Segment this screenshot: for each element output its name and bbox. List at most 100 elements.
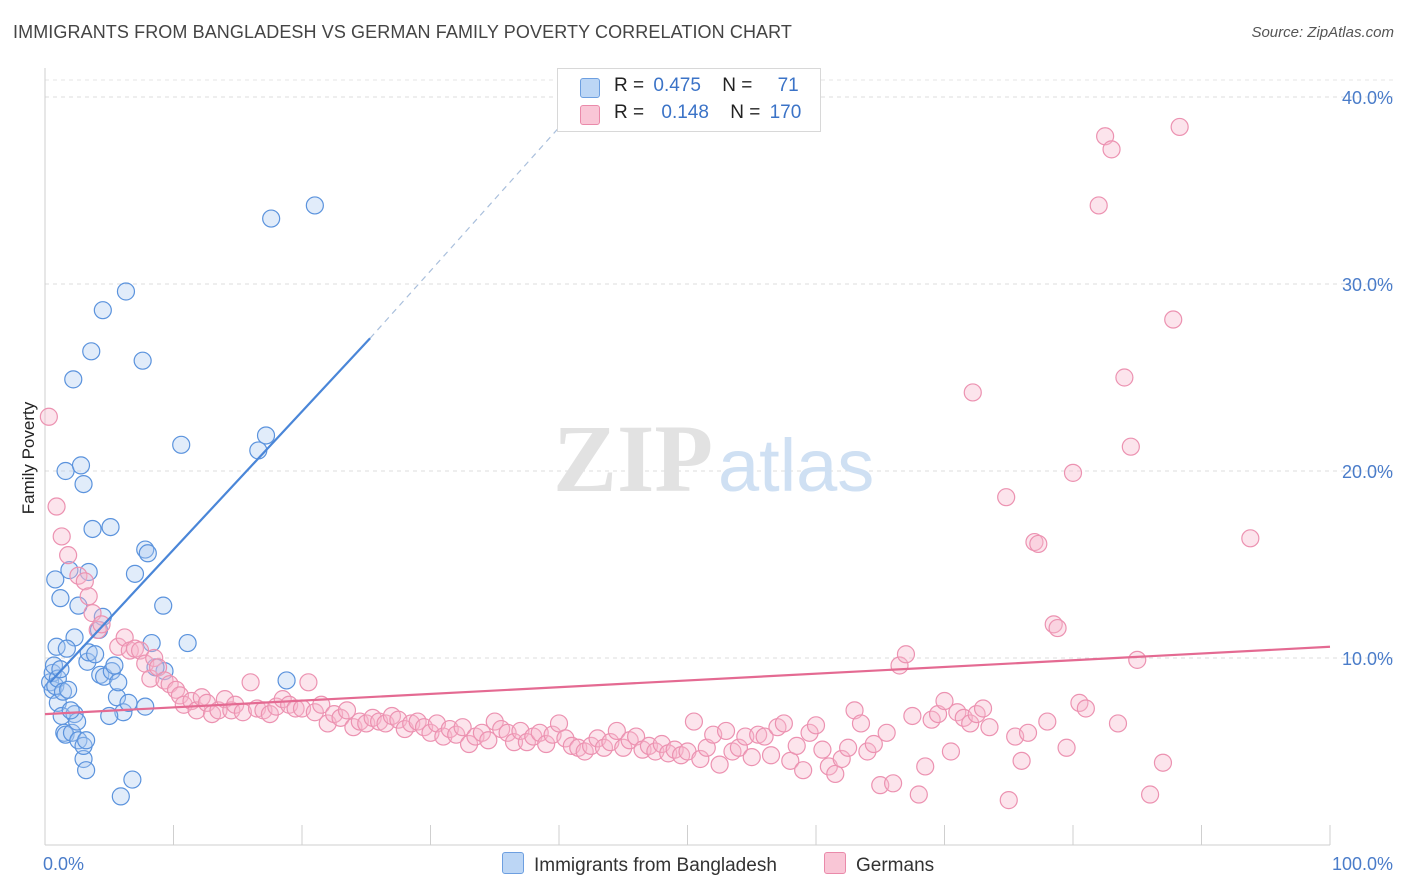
data-point <box>337 701 357 720</box>
y-tick-label: 40.0% <box>1342 88 1393 108</box>
trend-lines <box>44 122 1331 716</box>
data-point <box>716 721 736 741</box>
data-point <box>941 742 961 761</box>
data-point <box>331 708 350 727</box>
data-point <box>961 714 980 733</box>
data-point <box>249 441 268 460</box>
data-point <box>832 749 851 769</box>
data-point <box>1048 618 1067 638</box>
data-point <box>52 527 71 546</box>
bottom-legend-label-bangladesh: Immigrants from Bangladesh <box>534 855 777 876</box>
bottom-legend-bangladesh: Immigrants from Bangladesh <box>502 852 777 877</box>
data-point <box>447 725 466 744</box>
data-point <box>485 712 504 731</box>
data-point <box>1076 699 1095 718</box>
bottom-legend-germans: Germans <box>824 852 934 877</box>
data-point <box>459 734 479 754</box>
data-point <box>1140 785 1160 804</box>
data-point <box>61 701 80 720</box>
data-point <box>60 561 79 580</box>
data-point <box>74 749 93 769</box>
data-point <box>277 671 296 690</box>
legend-r-value: 0.475 <box>653 75 701 96</box>
watermark: ZIP atlas <box>553 405 874 512</box>
data-point <box>973 699 993 718</box>
data-point <box>1018 723 1038 742</box>
data-point <box>755 727 774 746</box>
data-point <box>556 729 575 748</box>
data-point <box>1164 310 1183 329</box>
trend-line-extension <box>369 122 564 339</box>
data-point <box>154 596 173 615</box>
data-point <box>909 785 928 804</box>
x-tick-label: 0.0% <box>43 854 84 874</box>
data-point <box>1108 714 1128 733</box>
legend-swatch-bangladesh <box>580 78 600 98</box>
data-point <box>916 757 935 776</box>
data-point <box>59 546 78 565</box>
data-point <box>116 282 136 301</box>
data-point <box>1029 534 1048 554</box>
data-point <box>1241 529 1260 548</box>
data-point <box>877 723 896 742</box>
data-point <box>800 723 819 742</box>
y-tick-labels: 10.0% 20.0% 30.0% 40.0% <box>1342 88 1393 669</box>
data-point <box>1038 712 1057 731</box>
bottom-legend-label-germans: Germans <box>856 855 935 876</box>
data-point <box>178 633 197 653</box>
legend-n-value: 71 <box>777 75 799 96</box>
data-point <box>537 734 556 754</box>
data-point <box>47 497 66 516</box>
data-point <box>77 761 96 780</box>
data-point <box>479 731 498 750</box>
data-point <box>1128 650 1147 669</box>
data-point <box>148 658 168 677</box>
data-point <box>1102 140 1121 159</box>
data-point <box>77 731 96 750</box>
trend-line <box>44 645 1331 716</box>
data-point <box>305 703 324 722</box>
data-point <box>125 564 145 583</box>
data-point <box>997 488 1016 507</box>
data-point <box>504 733 524 752</box>
data-point <box>691 749 710 769</box>
data-point <box>145 648 164 668</box>
legend-swatch-germans <box>580 105 600 125</box>
data-point <box>883 774 903 793</box>
y-axis-label: Family Poverty <box>19 401 38 514</box>
data-point <box>136 697 155 716</box>
y-tick-label: 10.0% <box>1342 649 1393 669</box>
data-point <box>710 755 729 774</box>
gridlines <box>45 79 1393 659</box>
bottom-legend-swatch-bangladesh <box>502 852 524 874</box>
data-point <box>78 652 97 671</box>
data-point <box>241 673 260 692</box>
data-point <box>133 351 152 370</box>
data-point <box>51 589 70 608</box>
data-point <box>71 456 91 475</box>
legend-r-value: 0.148 <box>661 102 709 123</box>
data-point <box>826 764 845 784</box>
series-bangladesh-points <box>41 196 324 806</box>
watermark-atlas: atlas <box>718 424 874 507</box>
data-point <box>83 519 102 539</box>
data-point <box>82 342 101 361</box>
data-point <box>69 596 88 615</box>
data-point <box>101 517 120 537</box>
data-point <box>794 761 813 780</box>
data-point <box>1153 753 1173 772</box>
data-point <box>109 673 128 692</box>
data-point <box>774 714 793 733</box>
data-point <box>111 787 130 806</box>
legend-r-label: R = <box>614 75 645 96</box>
series-germans-points <box>39 117 1260 810</box>
bottom-legend-swatch-germans <box>824 852 846 874</box>
data-point <box>39 407 58 426</box>
data-point <box>74 474 93 494</box>
legend-r-label: R = <box>614 102 645 123</box>
correlation-legend: R = 0.475 N = 71 R = 0.148 N = 170 <box>557 68 821 132</box>
data-point <box>1063 463 1083 482</box>
data-point <box>51 660 70 679</box>
data-point <box>963 383 982 402</box>
